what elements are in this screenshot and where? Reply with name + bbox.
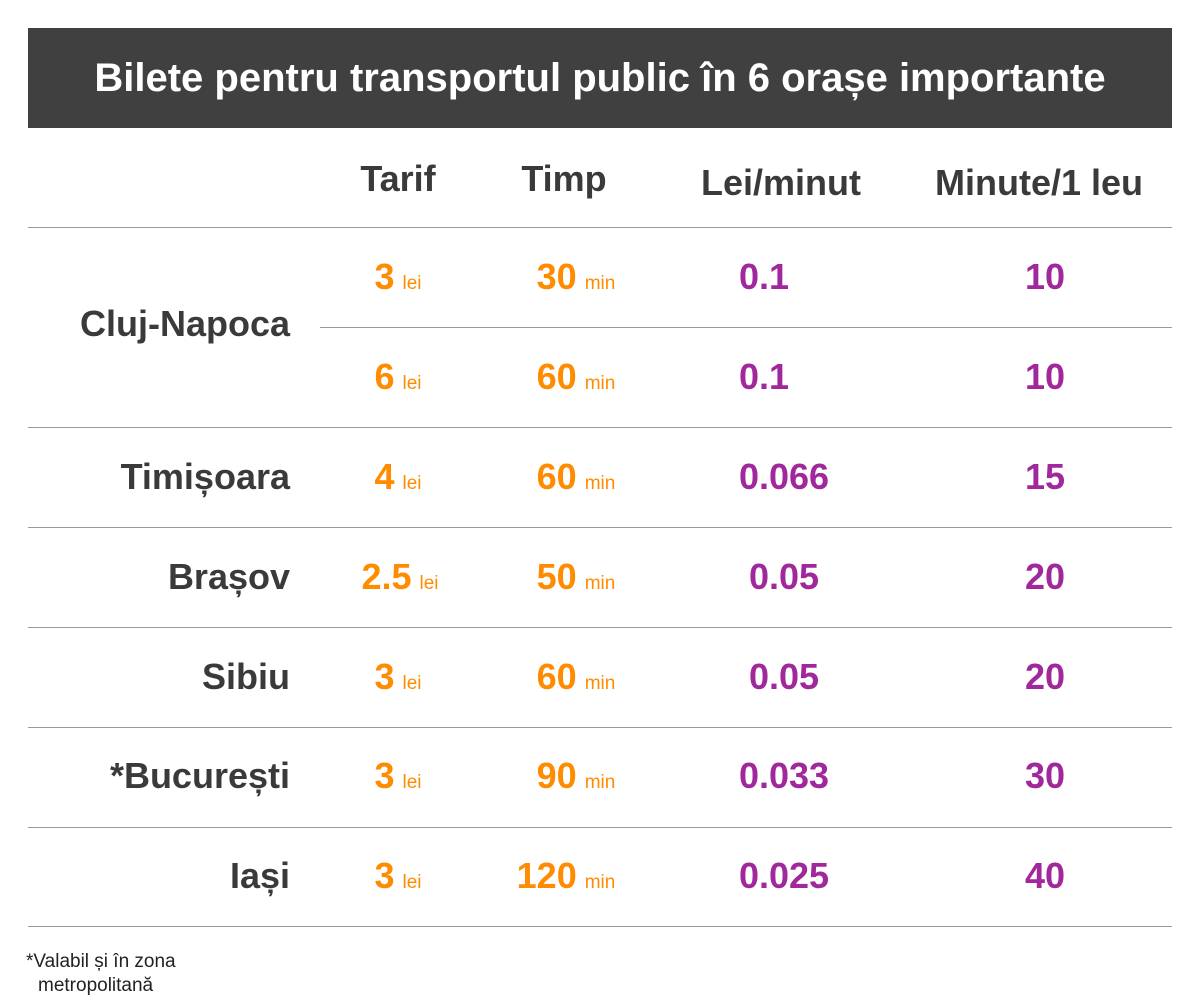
timp-cell-unit: min: [584, 673, 616, 694]
lei-minut-cell: 0.1: [739, 257, 789, 305]
timp-cell-value: 30: [536, 256, 577, 297]
tarif-cell-value: 3: [374, 755, 395, 796]
timp-cell-unit: min: [584, 872, 616, 893]
tarif-cell-value: 2.5: [361, 556, 412, 597]
timp-cell-unit: min: [584, 473, 616, 494]
lei-minut-cell-value: 0.05: [748, 656, 820, 697]
tarif-cell-value: 4: [374, 456, 395, 497]
minute-leu-cell-value: 40: [1024, 855, 1066, 896]
lei-minut-cell: 0.066: [739, 457, 829, 505]
timp-cell: 30 min: [537, 257, 616, 305]
row-city-label: Iași: [229, 855, 290, 896]
tarif-cell-unit: lei: [402, 872, 422, 893]
tarif-cell-unit: lei: [402, 373, 422, 394]
lei-minut-cell: 0.033: [739, 756, 829, 804]
lei-minut-cell: 0.05: [749, 557, 819, 605]
row-divider: [28, 727, 1172, 728]
lei-minut-cell: 0.05: [749, 657, 819, 705]
minute-leu-cell: 10: [1025, 357, 1065, 405]
minute-leu-cell-value: 15: [1024, 456, 1066, 497]
lei-minut-cell-value: 0.1: [738, 356, 790, 397]
minute-leu-cell: 20: [1025, 657, 1065, 705]
header-tarif: Tarif: [360, 158, 436, 199]
row-divider: [28, 527, 1172, 528]
timp-cell: 120 min: [517, 856, 616, 904]
tarif-cell-value: 3: [374, 656, 395, 697]
timp-cell-unit: min: [584, 273, 616, 294]
header-timp: Timp: [521, 158, 607, 199]
timp-cell-value: 60: [536, 656, 577, 697]
minute-leu-cell: 10: [1025, 257, 1065, 305]
lei-minut-cell-value: 0.033: [738, 755, 830, 796]
chart-title: Bilete pentru transportul public în 6 or…: [28, 28, 1172, 128]
tarif-cell: 3 lei: [374, 257, 421, 305]
timp-cell-value: 50: [536, 556, 577, 597]
row-city-label: Sibiu: [202, 656, 290, 697]
footnote-line-1: *Valabil și în zona: [26, 951, 176, 972]
tarif-cell-value: 3: [374, 256, 395, 297]
tarif-cell-unit: lei: [419, 573, 439, 594]
minute-leu-cell: 40: [1025, 856, 1065, 904]
row-city-label: Timișoara: [120, 456, 290, 497]
footnote: *Valabil și în zona metropolitană: [26, 950, 176, 998]
timp-cell: 90 min: [537, 756, 616, 804]
header-divider: [28, 227, 1172, 228]
tarif-cell-unit: lei: [402, 772, 422, 793]
timp-cell-unit: min: [584, 772, 616, 793]
tarif-cell: 3 lei: [374, 856, 421, 904]
row-divider-cluj-inner: [320, 327, 1172, 328]
row-divider: [28, 627, 1172, 628]
row-city-label: Brașov: [167, 556, 290, 597]
tarif-cell: 3 lei: [374, 657, 421, 705]
minute-leu-cell-value: 10: [1024, 356, 1066, 397]
row-city-label: Cluj-Napoca: [79, 303, 290, 344]
timp-cell: 60 min: [537, 457, 616, 505]
row-city-label: *București: [109, 755, 290, 796]
minute-leu-cell-value: 20: [1024, 556, 1066, 597]
tarif-cell-value: 3: [374, 855, 395, 896]
timp-cell-value: 90: [536, 755, 577, 796]
row-divider: [28, 427, 1172, 428]
minute-leu-cell-value: 10: [1024, 256, 1066, 297]
row-divider: [28, 926, 1172, 927]
minute-leu-cell: 30: [1025, 756, 1065, 804]
header-minute-leu: Minute/1 leu: [934, 162, 1144, 203]
lei-minut-cell: 0.025: [739, 856, 829, 904]
header-lei-minut: Lei/minut: [701, 162, 861, 203]
tarif-cell: 2.5 lei: [361, 557, 438, 605]
lei-minut-cell: 0.1: [739, 357, 789, 405]
timp-cell-value: 120: [516, 855, 577, 896]
lei-minut-cell-value: 0.1: [738, 256, 790, 297]
tarif-cell: 6 lei: [374, 357, 421, 405]
minute-leu-cell: 15: [1025, 457, 1065, 505]
tarif-cell-unit: lei: [402, 473, 422, 494]
minute-leu-cell-value: 30: [1024, 755, 1066, 796]
tarif-cell-unit: lei: [402, 273, 422, 294]
timp-cell-value: 60: [536, 456, 577, 497]
tarif-cell-unit: lei: [402, 673, 422, 694]
footnote-line-2: metropolitană: [38, 975, 154, 996]
lei-minut-cell-value: 0.066: [738, 456, 830, 497]
timp-cell-unit: min: [584, 573, 616, 594]
tarif-cell-value: 6: [374, 356, 395, 397]
timp-cell-value: 60: [536, 356, 577, 397]
tarif-cell: 3 lei: [374, 756, 421, 804]
minute-leu-cell-value: 20: [1024, 656, 1066, 697]
minute-leu-cell: 20: [1025, 557, 1065, 605]
row-divider: [28, 827, 1172, 828]
timp-cell: 60 min: [537, 657, 616, 705]
timp-cell: 50 min: [537, 557, 616, 605]
tarif-cell: 4 lei: [374, 457, 421, 505]
timp-cell-unit: min: [584, 373, 616, 394]
lei-minut-cell-value: 0.025: [738, 855, 830, 896]
timp-cell: 60 min: [537, 357, 616, 405]
lei-minut-cell-value: 0.05: [748, 556, 820, 597]
